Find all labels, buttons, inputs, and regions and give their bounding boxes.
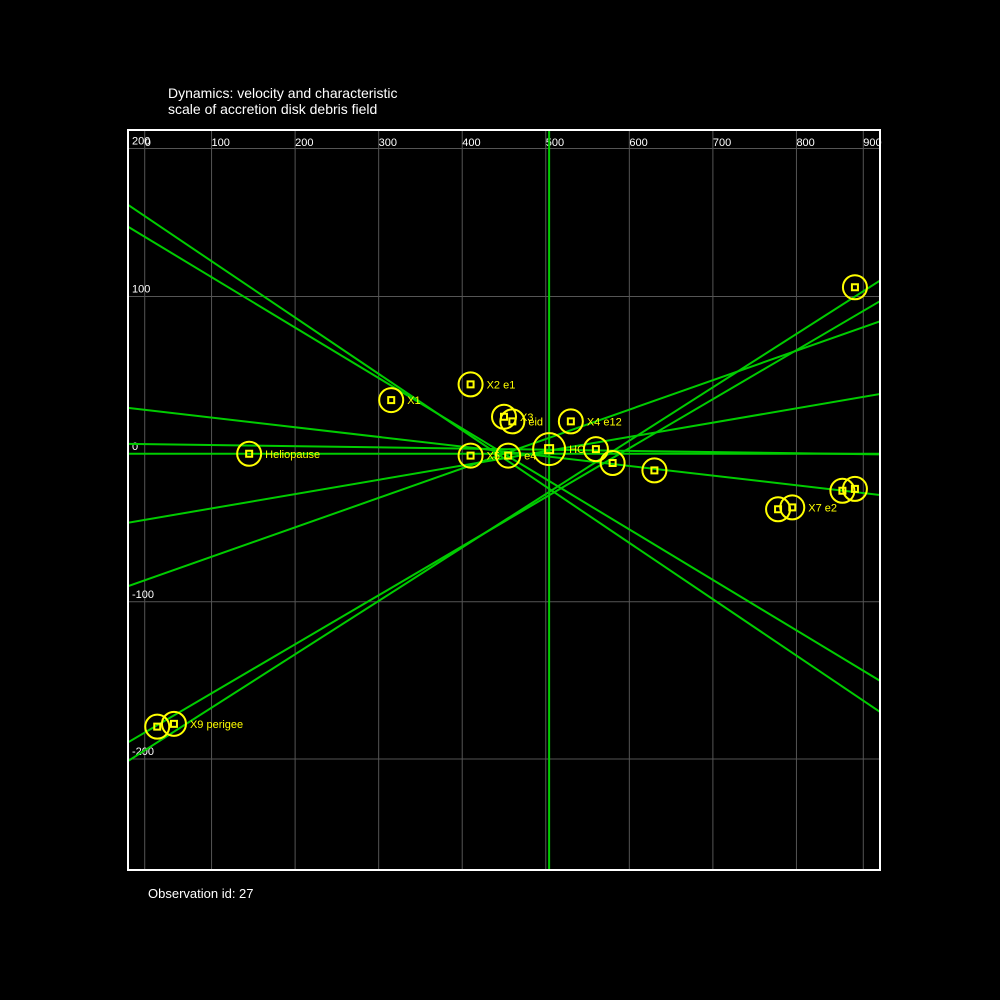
chart-title-line2: scale of accretion disk debris field [168,101,377,117]
star-label: Heliopause [265,449,320,461]
y-tick-label: 200 [132,136,150,148]
x-tick-label: 100 [212,137,230,149]
x-tick-label: 600 [629,137,647,149]
axis-caption: Observation id: 27 [148,886,254,901]
x-tick-label: 700 [713,137,731,149]
x-tick-label: 200 [295,137,313,149]
star-label: X2 e1 [487,379,516,391]
y-tick-label: -100 [132,589,154,601]
x-tick-label: 400 [462,137,480,149]
star-label: X7 e2 [808,502,837,514]
star-label: X9 perigee [190,719,243,731]
star-label: HC [569,444,585,456]
star-label: X1 [407,395,420,407]
x-tick-label: 800 [796,137,814,149]
x-tick-label: 300 [379,137,397,149]
y-tick-label: 0 [132,441,138,453]
y-tick-label: 100 [132,284,150,296]
x-tick-label: 900 [863,137,881,149]
chart-title-line1: Dynamics: velocity and characteristic [168,85,398,101]
star-chart: 0100200300400500600700800900-200-1000100… [0,0,1000,1000]
star-label: X4 e12 [587,416,622,428]
star-label: eid [528,416,543,428]
star-label: e4 [524,451,536,463]
